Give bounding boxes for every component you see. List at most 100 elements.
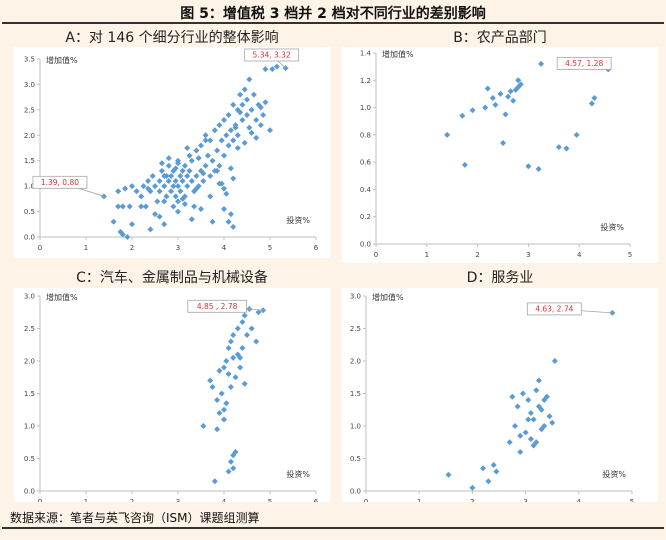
data-point (195, 155, 202, 162)
source-note: 数据来源：笔者与英飞咨询（ISM）课题组测算 (10, 511, 260, 525)
y-tick-label: 1.4 (360, 50, 372, 58)
callout-box (526, 302, 582, 316)
data-point (188, 157, 195, 164)
data-point (221, 206, 227, 213)
data-point (184, 172, 191, 179)
data-point (510, 97, 517, 104)
data-point (505, 93, 512, 100)
data-point (225, 468, 232, 475)
data-point (260, 111, 267, 118)
data-point (216, 410, 223, 416)
callout-box (187, 299, 247, 313)
callout-box (244, 48, 300, 62)
y-tick-label: 2.5 (24, 106, 35, 114)
data-point (549, 419, 556, 426)
data-point (221, 406, 227, 413)
data-point (535, 165, 542, 172)
data-point (525, 163, 532, 170)
data-point (115, 203, 122, 210)
y-tick-label: 2.0 (350, 358, 361, 366)
data-point (184, 183, 191, 190)
data-point (126, 203, 133, 210)
chart-a: 0 1 2 3 4 5 6 0.0 0.5 1.0 1.5 2.0 2.5 3.0 3.5 增加值% 投资% 5.… (24, 48, 319, 252)
data-point (533, 439, 540, 446)
data-point (207, 377, 214, 384)
y-tick-label: 1.5 (24, 157, 35, 165)
x-tick-label: 2 (130, 244, 134, 252)
data-point (257, 122, 264, 129)
data-point (110, 218, 117, 225)
data-point (267, 127, 273, 134)
data-point (482, 104, 489, 111)
data-point (227, 338, 234, 345)
x-tick-label: 4 (222, 244, 227, 252)
data-point (555, 144, 562, 151)
callout-label: 4.57, 1.28 (565, 59, 603, 68)
data-point (246, 124, 253, 131)
data-point (535, 377, 542, 384)
x-tick-label: 5 (268, 498, 272, 502)
data-point (244, 332, 250, 338)
data-point (225, 345, 232, 351)
x-tick-label: 0 (38, 244, 42, 252)
data-point (152, 183, 158, 190)
data-point (154, 198, 161, 205)
x-tick-label: 4 (222, 498, 227, 502)
data-point (230, 175, 237, 182)
y-tick-label: 2.5 (350, 325, 361, 333)
data-point (211, 478, 218, 485)
data-point (239, 101, 246, 108)
x-tick-label: 5 (268, 244, 272, 252)
data-point (202, 162, 209, 169)
x-tick-label: 1 (84, 244, 88, 252)
data-point (175, 160, 181, 167)
data-point (223, 132, 230, 139)
x-tick-label: 3 (523, 498, 527, 502)
data-point (221, 152, 227, 159)
data-point (218, 390, 225, 397)
data-point (202, 137, 209, 144)
data-point (262, 66, 269, 73)
y-tick-label: 2.0 (24, 132, 35, 140)
data-point (546, 413, 553, 420)
callout-box (556, 56, 612, 70)
data-point (223, 190, 230, 197)
data-point (241, 86, 248, 93)
y-tick-label: 3.5 (24, 56, 35, 64)
x-tick-label: 1 (417, 498, 421, 502)
x-tick-label: 0 (38, 498, 42, 502)
data-point (525, 416, 532, 423)
y-tick-label: 0.6 (360, 159, 372, 167)
data-point (168, 188, 175, 195)
data-point (214, 147, 221, 154)
data-point (181, 162, 188, 169)
y-tick-label: 0.2 (360, 213, 371, 221)
data-point (530, 442, 537, 449)
data-point (204, 152, 211, 159)
data-point (512, 86, 519, 93)
data-point (241, 312, 248, 319)
data-point (218, 137, 225, 144)
data-point (193, 147, 200, 154)
data-point (485, 478, 492, 485)
data-point (175, 198, 181, 205)
data-point (530, 416, 537, 423)
data-point (186, 152, 193, 159)
data-point (186, 167, 193, 174)
data-point (202, 132, 209, 139)
y-tick-label: 2.0 (24, 358, 35, 366)
data-point (230, 137, 237, 144)
data-point (225, 142, 232, 149)
data-point (541, 397, 548, 403)
y-axis-label: 增加值% (382, 49, 414, 59)
data-point (541, 423, 548, 429)
data-point (227, 211, 234, 218)
data-point (444, 131, 451, 138)
y-tick-label: 0.0 (350, 488, 361, 496)
data-point (588, 100, 595, 107)
x-axis-label: 投资% (602, 469, 626, 479)
data-point (232, 449, 239, 455)
data-point (221, 364, 227, 371)
data-point (221, 416, 227, 423)
chart-b: 0 1 2 3 4 5 0.0 0.2 0.4 0.6 0.8 1.0 1.2 1.4 增加值% 投资% 4.5… (360, 49, 632, 259)
